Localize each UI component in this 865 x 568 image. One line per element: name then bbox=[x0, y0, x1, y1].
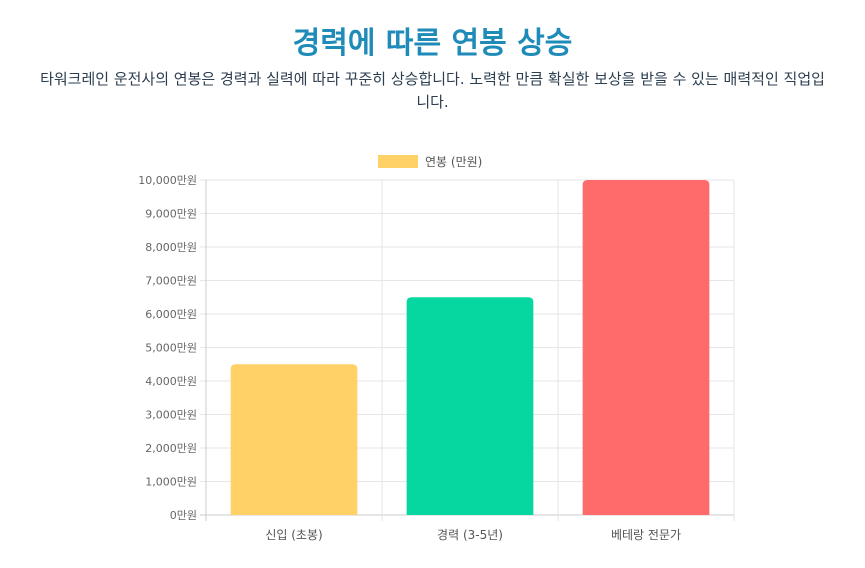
x-tick-label: 신입 (초봉) bbox=[265, 528, 322, 542]
y-tick-label: 4,000만원 bbox=[145, 375, 197, 388]
y-tick-label: 0만원 bbox=[170, 509, 197, 522]
page-description: 타워크레인 운전사의 연봉은 경력과 실력에 따라 꾸준히 상승합니다. 노력한… bbox=[40, 70, 825, 111]
y-tick-label: 2,000만원 bbox=[145, 442, 197, 455]
chart-bars bbox=[230, 180, 710, 515]
y-tick-label: 6,000만원 bbox=[145, 308, 197, 321]
x-axis-ticks: 신입 (초봉) 경력 (3-5년) 베테랑 전문가 bbox=[265, 528, 681, 542]
bar[interactable] bbox=[230, 364, 358, 515]
y-tick-label: 5,000만원 bbox=[145, 342, 197, 355]
bar[interactable] bbox=[582, 180, 710, 515]
y-tick-label: 10,000만원 bbox=[138, 174, 197, 187]
legend-label: 연봉 (만원) bbox=[425, 155, 482, 169]
y-tick-label: 7,000만원 bbox=[145, 275, 197, 288]
page-title: 경력에 따른 연봉 상승 bbox=[292, 26, 573, 61]
x-tick-label: 베테랑 전문가 bbox=[611, 528, 681, 542]
y-tick-label: 9,000만원 bbox=[145, 208, 197, 221]
x-tick-label: 경력 (3-5년) bbox=[437, 528, 503, 542]
bar[interactable] bbox=[406, 297, 534, 515]
legend-swatch bbox=[378, 155, 418, 168]
chart-legend[interactable]: 연봉 (만원) bbox=[378, 155, 482, 169]
y-axis-ticks: 0만원 1,000만원 2,000만원 3,000만원 4,000만원 5,000만원 6,… bbox=[138, 174, 197, 522]
y-tick-label: 3,000만원 bbox=[145, 409, 197, 422]
y-tick-label: 1,000만원 bbox=[145, 476, 197, 489]
y-tick-label: 8,000만원 bbox=[145, 241, 197, 254]
salary-bar-chart: 연봉 (만원) 0만원 1,000만원 2,000만원 3,000만원 4,000만원 5… bbox=[138, 155, 735, 542]
